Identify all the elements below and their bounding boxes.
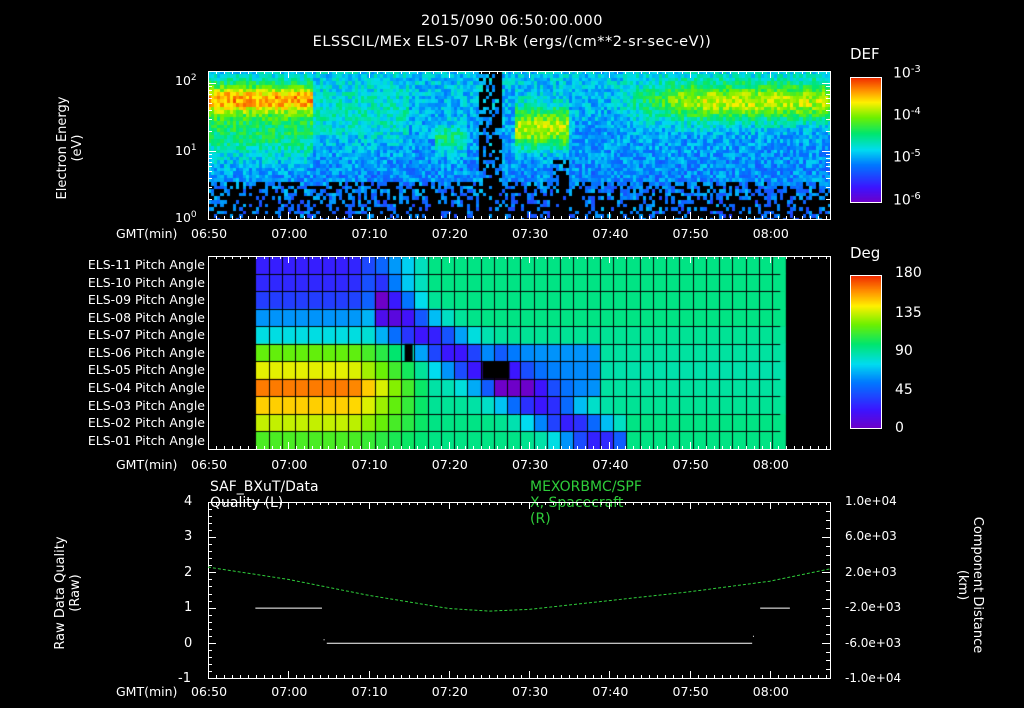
quality-time-tick: 07:40 bbox=[592, 684, 629, 699]
deg-tick-90: 90 bbox=[895, 343, 913, 359]
distance-tick-2e3: 2.0e+03 bbox=[845, 565, 897, 579]
quality-time-tick: 06:50 bbox=[191, 684, 228, 699]
quality-tick-2: 2 bbox=[184, 565, 193, 580]
quality-tick-4: 4 bbox=[184, 494, 193, 509]
pitch-angle-heatmap bbox=[208, 256, 830, 449]
spectrogram-time-tick: 07:10 bbox=[351, 226, 388, 241]
quality-tick-3: 3 bbox=[184, 529, 193, 544]
deg-tick-45: 45 bbox=[895, 382, 913, 398]
quality-time-tick: 08:00 bbox=[752, 684, 789, 699]
quality-time-tick: 07:50 bbox=[672, 684, 709, 699]
row-label-els-03: ELS-03 Pitch Angle bbox=[87, 398, 205, 413]
energy-tick-10: 101 bbox=[175, 143, 197, 159]
def-tick-1e-4: 10-4 bbox=[893, 106, 921, 124]
quality-time-tick: 07:10 bbox=[351, 684, 388, 699]
quality-tick-0: 0 bbox=[184, 636, 193, 651]
spectrogram-time-tick: 06:50 bbox=[191, 226, 228, 241]
row-label-els-10: ELS-10 Pitch Angle bbox=[87, 275, 205, 290]
row-label-els-02: ELS-02 Pitch Angle bbox=[87, 415, 205, 430]
def-colorbar bbox=[850, 77, 882, 203]
pitch-time-tick: 07:00 bbox=[271, 457, 308, 472]
quality-tick-neg1: -1 bbox=[178, 671, 191, 686]
quality-time-axis-label: GMT(min) bbox=[116, 684, 178, 699]
def-colorbar-title: DEF bbox=[850, 45, 880, 63]
def-colorbar-frame bbox=[850, 77, 882, 203]
row-label-els-11: ELS-11 Pitch Angle bbox=[87, 257, 205, 272]
pitch-time-tick: 07:50 bbox=[672, 457, 709, 472]
pitch-time-tick: 07:20 bbox=[431, 457, 468, 472]
row-label-els-04: ELS-04 Pitch Angle bbox=[87, 380, 205, 395]
distance-tick-1e4: 1.0e+04 bbox=[845, 494, 897, 508]
distance-tick-neg6e3: -6.0e+03 bbox=[845, 636, 902, 650]
quality-time-tick: 07:20 bbox=[431, 684, 468, 699]
deg-tick-180: 180 bbox=[895, 265, 922, 281]
energy-spectrogram bbox=[208, 71, 830, 219]
row-label-els-08: ELS-08 Pitch Angle bbox=[87, 310, 205, 325]
plot-timestamp: 2015/090 06:50:00.000 bbox=[421, 13, 603, 29]
row-label-els-05: ELS-05 Pitch Angle bbox=[87, 362, 205, 377]
spectrogram-time-tick: 07:30 bbox=[512, 226, 549, 241]
spectrogram-time-tick: 07:50 bbox=[672, 226, 709, 241]
energy-tick-100: 102 bbox=[175, 73, 197, 89]
def-tick-1e-5: 10-5 bbox=[893, 148, 921, 166]
row-label-els-09: ELS-09 Pitch Angle bbox=[87, 292, 205, 307]
deg-tick-0: 0 bbox=[895, 420, 904, 436]
distance-tick-neg1e4: -1.0e+04 bbox=[845, 671, 902, 685]
plot-title: ELSSCIL/MEx ELS-07 LR-Bk (ergs/(cm**2-sr… bbox=[312, 34, 712, 50]
pitch-time-tick: 06:50 bbox=[191, 457, 228, 472]
distance-tick-6e3: 6.0e+03 bbox=[845, 529, 897, 543]
spectrogram-time-tick: 07:20 bbox=[431, 226, 468, 241]
row-label-els-06: ELS-06 Pitch Angle bbox=[87, 345, 205, 360]
spectrogram-time-tick: 08:00 bbox=[752, 226, 789, 241]
spectrogram-time-axis-label: GMT(min) bbox=[116, 226, 178, 241]
def-tick-1e-3: 10-3 bbox=[893, 64, 921, 82]
quality-time-tick: 07:00 bbox=[271, 684, 308, 699]
distance-tick-neg2e3: -2.0e+03 bbox=[845, 600, 902, 614]
deg-colorbar bbox=[850, 275, 882, 429]
quality-point bbox=[323, 639, 325, 641]
def-tick-1e-6: 10-6 bbox=[893, 191, 921, 209]
pitch-time-tick: 07:30 bbox=[512, 457, 549, 472]
spectrogram-time-tick: 07:00 bbox=[271, 226, 308, 241]
quality-time-tick: 07:30 bbox=[512, 684, 549, 699]
spacecraft-x-line bbox=[207, 566, 831, 612]
spectrogram-time-tick: 07:40 bbox=[592, 226, 629, 241]
pitch-time-tick: 08:00 bbox=[752, 457, 789, 472]
pitch-time-tick: 07:10 bbox=[351, 457, 388, 472]
deg-colorbar-title: Deg bbox=[850, 244, 881, 262]
quality-tick-1: 1 bbox=[184, 600, 193, 615]
deg-colorbar-frame bbox=[850, 275, 882, 429]
row-label-els-01: ELS-01 Pitch Angle bbox=[87, 433, 205, 448]
pitch-time-axis-label: GMT(min) bbox=[116, 457, 178, 472]
energy-tick-1: 100 bbox=[175, 210, 197, 226]
row-label-els-07: ELS-07 Pitch Angle bbox=[87, 327, 205, 342]
pitch-frame bbox=[208, 256, 831, 450]
quality-frame bbox=[208, 502, 831, 679]
deg-tick-135: 135 bbox=[895, 305, 922, 321]
quality-point bbox=[752, 635, 754, 637]
pitch-time-tick: 07:40 bbox=[592, 457, 629, 472]
spectrogram-frame bbox=[208, 71, 831, 220]
